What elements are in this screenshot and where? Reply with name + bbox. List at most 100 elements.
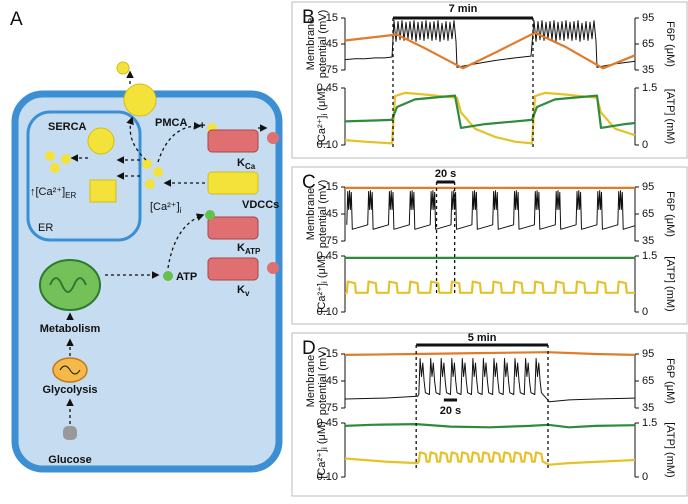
y-axis-label: potential (mV) [317, 10, 329, 78]
tick-label: 35 [642, 402, 654, 414]
tick-label: -75 [322, 402, 338, 414]
ion [142, 159, 152, 169]
text: [Ca²⁺] [150, 201, 180, 213]
tick-label: -15 [322, 12, 338, 24]
mitochondrion [39, 259, 101, 311]
panel-frame [291, 1, 688, 159]
y2-axis-label: [ATP] (mM) [664, 89, 676, 144]
tick-label: 0 [642, 471, 648, 483]
y-axis-label: potential (mV) [317, 347, 329, 415]
panel-label: A [10, 9, 23, 30]
tick-label: 0.10 [317, 306, 338, 318]
tick-label: -75 [322, 64, 338, 76]
y-axis-label: [Ca²⁺]i (μM) [316, 88, 329, 145]
arrow [157, 121, 202, 163]
trace [345, 280, 635, 294]
glucose-icon [63, 426, 77, 440]
y2-axis-label: [ATP] (mM) [664, 256, 676, 311]
glucose-label: Glucose [48, 454, 91, 466]
text: [Ca²⁺] [316, 116, 328, 146]
scale-bar-label: 5 min [468, 332, 497, 344]
atp-molecule [205, 210, 215, 220]
y-axis-label: Membrane [305, 188, 317, 241]
atp-molecule [163, 271, 173, 281]
k-ca-channel [207, 129, 259, 153]
tick-label: 0 [642, 306, 648, 318]
tick-label: -15 [322, 348, 338, 360]
trace [344, 91, 636, 145]
metabolism-label: Metabolism [40, 323, 101, 335]
y2-axis-label: F6P (μM) [664, 191, 676, 237]
k-v-channel [207, 257, 259, 281]
text: [Ca²⁺] [316, 283, 328, 313]
scale-bar-label: 7 min [449, 3, 478, 15]
trace [344, 31, 636, 70]
subscript: ER [65, 191, 76, 200]
y-axis-label: [Ca²⁺]i (μM) [316, 421, 329, 478]
text: (μM) [316, 421, 328, 447]
tick-label: -45 [322, 208, 338, 220]
ca-er-label: ↑[Ca²⁺]ER [30, 186, 76, 200]
trace [346, 190, 636, 230]
k-ca-label: KCa [237, 157, 256, 171]
tick-label: -15 [322, 181, 338, 193]
text: ↑[Ca²⁺] [30, 186, 65, 198]
y2-axis-label: F6P (μM) [664, 21, 676, 67]
ion [61, 154, 71, 164]
serca-pump [87, 127, 115, 155]
text: (μM) [316, 255, 328, 281]
subscript: Ca [245, 162, 256, 171]
pmca-pump [123, 83, 157, 117]
er-label: ER [38, 222, 53, 234]
arrow [126, 116, 147, 161]
tick-label: 0.45 [317, 417, 338, 429]
tick-label: 65 [642, 375, 654, 387]
trace [344, 451, 636, 466]
k-atp-channel [207, 216, 259, 240]
trace [344, 358, 636, 403]
tick-label: 35 [642, 64, 654, 76]
er-channel [89, 179, 117, 203]
subscript: i [320, 114, 329, 116]
ion [267, 132, 279, 144]
atp-label: ATP [176, 271, 197, 283]
ion [116, 61, 130, 75]
ion [145, 179, 155, 189]
subscript: i [320, 281, 329, 283]
panel-frame [291, 332, 688, 497]
tick-label: 95 [642, 181, 654, 193]
serca-label: SERCA [48, 121, 87, 133]
arrow [167, 213, 205, 269]
panel-label: B [302, 7, 315, 28]
trace [344, 351, 636, 356]
subscript: i [180, 206, 182, 215]
cristae [49, 277, 87, 293]
tick-label: 0.45 [317, 250, 338, 262]
tick-label: 0.10 [317, 139, 338, 151]
y2-axis-label: [ATP] (mM) [664, 422, 676, 477]
text: [Ca²⁺] [316, 449, 328, 479]
trace [344, 20, 636, 68]
subscript: ATP [245, 247, 261, 256]
tick-label: -45 [322, 375, 338, 387]
y-axis-label: Membrane [305, 18, 317, 71]
trace [344, 423, 636, 429]
arrows [66, 70, 268, 424]
ca-i-label: [Ca²⁺]i [150, 201, 182, 215]
plus-sign: + [199, 120, 205, 132]
pmca-label: PMCA [155, 117, 187, 129]
panel-label: D [302, 338, 316, 359]
panel-label: C [302, 172, 316, 193]
wave-icon [59, 365, 81, 375]
k-atp-label: KATP [237, 242, 261, 256]
tick-label: 1.5 [642, 250, 657, 262]
y-axis-label: potential (mV) [317, 180, 329, 248]
ion [153, 167, 163, 177]
text: (μM) [316, 88, 328, 114]
tick-label: 0.45 [317, 82, 338, 94]
text: K [237, 242, 245, 254]
vdcc-channel [207, 171, 259, 195]
tick-label: 65 [642, 208, 654, 220]
y2-axis-label: F6P (μM) [664, 358, 676, 404]
panel-a: A [10, 9, 283, 473]
